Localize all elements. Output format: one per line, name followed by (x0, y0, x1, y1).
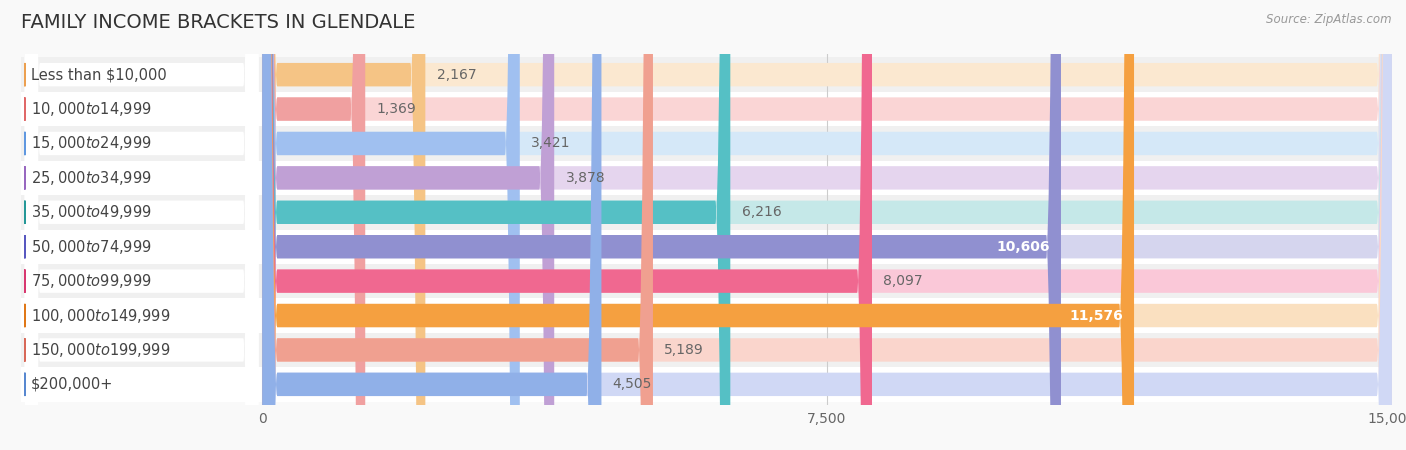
FancyBboxPatch shape (262, 0, 520, 450)
FancyBboxPatch shape (25, 0, 259, 450)
Text: Source: ZipAtlas.com: Source: ZipAtlas.com (1267, 14, 1392, 27)
Text: FAMILY INCOME BRACKETS IN GLENDALE: FAMILY INCOME BRACKETS IN GLENDALE (21, 14, 415, 32)
FancyBboxPatch shape (25, 0, 259, 450)
Text: 4,505: 4,505 (613, 378, 652, 392)
FancyBboxPatch shape (25, 0, 259, 450)
Text: 6,216: 6,216 (741, 205, 782, 219)
FancyBboxPatch shape (21, 58, 1392, 92)
FancyBboxPatch shape (21, 92, 1392, 126)
FancyBboxPatch shape (262, 0, 1135, 450)
FancyBboxPatch shape (25, 0, 259, 450)
FancyBboxPatch shape (262, 0, 1392, 450)
FancyBboxPatch shape (21, 195, 1392, 230)
Text: $100,000 to $149,999: $100,000 to $149,999 (31, 306, 170, 324)
FancyBboxPatch shape (262, 0, 872, 450)
Text: 1,369: 1,369 (377, 102, 416, 116)
FancyBboxPatch shape (262, 0, 1392, 450)
Text: 11,576: 11,576 (1069, 309, 1123, 323)
FancyBboxPatch shape (262, 0, 554, 450)
Text: 3,878: 3,878 (565, 171, 605, 185)
Text: $35,000 to $49,999: $35,000 to $49,999 (31, 203, 152, 221)
Text: 3,421: 3,421 (531, 136, 571, 150)
Text: Less than $10,000: Less than $10,000 (31, 67, 167, 82)
FancyBboxPatch shape (21, 298, 1392, 333)
FancyBboxPatch shape (262, 0, 602, 450)
FancyBboxPatch shape (25, 0, 259, 450)
FancyBboxPatch shape (262, 0, 1392, 450)
FancyBboxPatch shape (262, 0, 1392, 450)
FancyBboxPatch shape (21, 126, 1392, 161)
FancyBboxPatch shape (25, 0, 259, 450)
FancyBboxPatch shape (21, 161, 1392, 195)
FancyBboxPatch shape (262, 0, 1392, 450)
FancyBboxPatch shape (262, 0, 426, 450)
FancyBboxPatch shape (262, 0, 1392, 450)
FancyBboxPatch shape (262, 0, 1392, 450)
Text: 10,606: 10,606 (997, 240, 1050, 254)
FancyBboxPatch shape (262, 0, 1062, 450)
FancyBboxPatch shape (21, 230, 1392, 264)
FancyBboxPatch shape (25, 0, 259, 450)
Text: $200,000+: $200,000+ (31, 377, 114, 392)
FancyBboxPatch shape (25, 0, 259, 450)
Text: $25,000 to $34,999: $25,000 to $34,999 (31, 169, 152, 187)
FancyBboxPatch shape (262, 0, 366, 450)
Text: 8,097: 8,097 (883, 274, 922, 288)
Text: $150,000 to $199,999: $150,000 to $199,999 (31, 341, 170, 359)
Text: $50,000 to $74,999: $50,000 to $74,999 (31, 238, 152, 256)
Text: 5,189: 5,189 (664, 343, 704, 357)
FancyBboxPatch shape (21, 264, 1392, 298)
Text: $75,000 to $99,999: $75,000 to $99,999 (31, 272, 152, 290)
FancyBboxPatch shape (262, 0, 652, 450)
FancyBboxPatch shape (262, 0, 730, 450)
Text: 2,167: 2,167 (437, 68, 477, 81)
FancyBboxPatch shape (262, 0, 1392, 450)
FancyBboxPatch shape (25, 0, 259, 450)
FancyBboxPatch shape (21, 333, 1392, 367)
FancyBboxPatch shape (21, 367, 1392, 401)
Text: $15,000 to $24,999: $15,000 to $24,999 (31, 135, 152, 153)
FancyBboxPatch shape (262, 0, 1392, 450)
FancyBboxPatch shape (25, 0, 259, 450)
Text: $10,000 to $14,999: $10,000 to $14,999 (31, 100, 152, 118)
FancyBboxPatch shape (262, 0, 1392, 450)
